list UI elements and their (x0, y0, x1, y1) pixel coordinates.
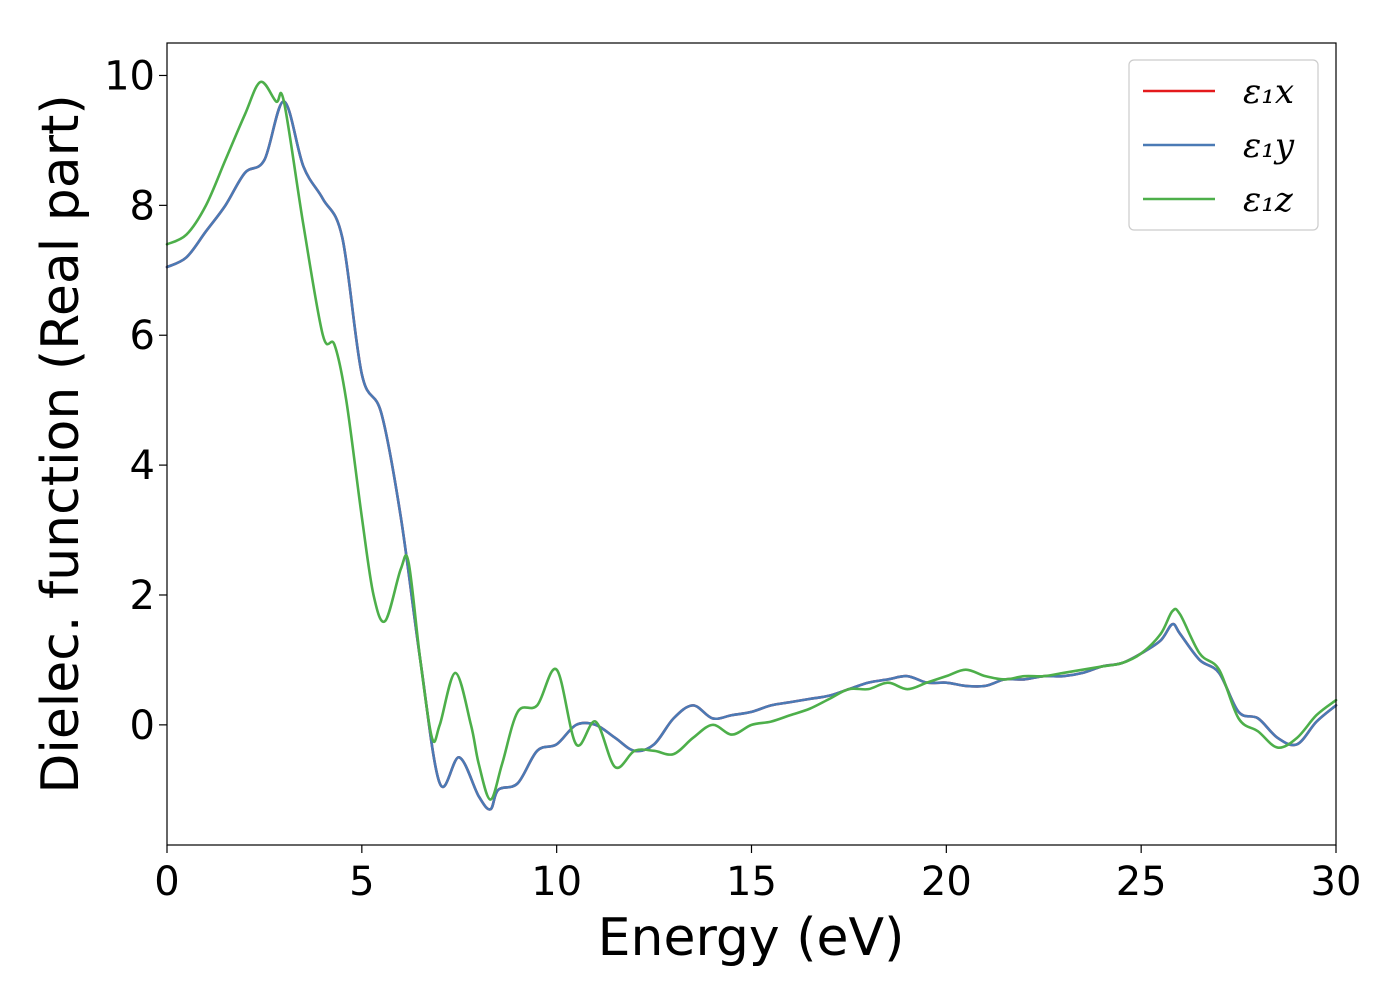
y-tick-label: 0 (130, 703, 155, 749)
x-tick-label: 10 (531, 859, 582, 905)
x-tick-label: 20 (921, 859, 972, 905)
y-axis-ticks: 0 2 4 6 8 10 (104, 53, 167, 749)
x-axis-ticks: 0 5 10 15 20 25 30 (154, 845, 1361, 905)
legend-label-3: ε₁z (1243, 180, 1294, 220)
legend-box (1128, 59, 1319, 231)
y-tick-label: 8 (130, 183, 155, 229)
legend-label-1: ε₁x (1243, 72, 1294, 112)
y-tick-label: 6 (130, 313, 155, 359)
x-tick-label: 15 (726, 859, 777, 905)
y-tick-label: 4 (130, 443, 155, 489)
x-tick-label: 25 (1116, 859, 1167, 905)
series-layer (165, 80, 1338, 811)
y-axis-title: Dielec. function (Real part) (31, 94, 91, 793)
legend: ε₁x ε₁y ε₁z (1128, 59, 1319, 231)
y-tick-label: 2 (130, 573, 155, 619)
y-tick-label: 10 (104, 53, 155, 99)
series-line-3 (165, 80, 1338, 801)
x-tick-label: 30 (1311, 859, 1362, 905)
legend-entries: ε₁x ε₁y ε₁z (1143, 72, 1295, 220)
x-axis-title: Energy (eV) (598, 908, 905, 968)
x-tick-label: 5 (349, 859, 374, 905)
legend-label-2: ε₁y (1243, 126, 1295, 166)
x-tick-label: 0 (154, 859, 179, 905)
